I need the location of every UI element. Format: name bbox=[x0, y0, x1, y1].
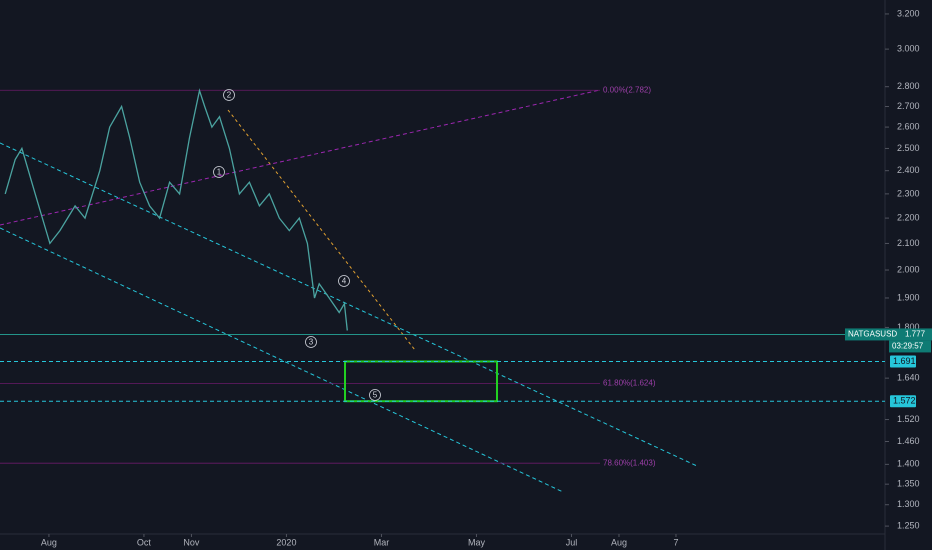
countdown: 03:29:57 bbox=[892, 342, 924, 351]
x-tick-label: Jul bbox=[566, 537, 578, 547]
fib-label: 61.80%(1.624) bbox=[603, 379, 656, 388]
wave-label: 4 bbox=[342, 277, 347, 286]
y-tick-label: 1.900 bbox=[897, 292, 920, 302]
x-tick-label: 7 bbox=[673, 537, 678, 547]
fib-label: 0.00%(2.782) bbox=[603, 85, 651, 94]
fib-trend-line bbox=[0, 89, 601, 226]
y-tick-label: 1.300 bbox=[897, 499, 920, 509]
wave-circle bbox=[338, 275, 350, 287]
wave-circle bbox=[305, 336, 317, 348]
countdown-badge bbox=[889, 340, 931, 353]
y-tick-label: 2.800 bbox=[897, 81, 920, 91]
wave-circle bbox=[369, 389, 381, 401]
level-label: 1.572 bbox=[893, 396, 916, 406]
level-label: 1.691 bbox=[893, 356, 916, 366]
x-tick-label: May bbox=[468, 537, 486, 547]
last-price-label: 1.777 bbox=[905, 330, 926, 339]
wave-label: 1 bbox=[217, 168, 222, 177]
y-tick-label: 2.100 bbox=[897, 238, 920, 248]
y-tick-label: 1.350 bbox=[897, 479, 920, 489]
last-price-badge bbox=[845, 328, 932, 341]
y-tick-label: 2.700 bbox=[897, 101, 920, 111]
y-tick-label: 1.640 bbox=[897, 373, 920, 383]
x-tick-label: 2020 bbox=[276, 537, 296, 547]
y-tick-label: 1.250 bbox=[897, 520, 920, 530]
channel-upper bbox=[0, 142, 698, 467]
level-badge bbox=[890, 355, 916, 368]
price-line bbox=[4, 88, 348, 331]
drawings bbox=[0, 89, 698, 493]
x-tick-label: Oct bbox=[137, 537, 152, 547]
wave-label: 5 bbox=[373, 391, 378, 400]
level-badge bbox=[890, 395, 916, 408]
y-tick-label: 1.460 bbox=[897, 436, 920, 446]
wave-circle bbox=[223, 89, 235, 101]
y-tick-label: 3.200 bbox=[897, 8, 920, 18]
y-tick-label: 2.300 bbox=[897, 188, 920, 198]
x-tick-label: Nov bbox=[183, 537, 200, 547]
trend-line bbox=[227, 109, 416, 351]
y-tick-label: 1.800 bbox=[897, 322, 920, 332]
y-tick-label: 1.400 bbox=[897, 459, 920, 469]
wave-label: 2 bbox=[227, 91, 232, 100]
x-tick-label: Mar bbox=[374, 537, 390, 547]
y-tick-label: 2.500 bbox=[897, 143, 920, 153]
wave-label: 3 bbox=[309, 338, 314, 347]
y-tick-label: 2.000 bbox=[897, 264, 920, 274]
symbol-label: NATGASUSD bbox=[848, 330, 897, 339]
wave-circle bbox=[213, 166, 225, 178]
y-tick-label: 2.400 bbox=[897, 165, 920, 175]
channel-lower bbox=[0, 227, 564, 493]
fib-label: 78.60%(1.403) bbox=[603, 458, 656, 467]
y-tick-label: 2.200 bbox=[897, 212, 920, 222]
y-tick-label: 1.520 bbox=[897, 414, 920, 424]
x-tick-label: Aug bbox=[611, 537, 627, 547]
y-tick-label: 3.000 bbox=[897, 43, 920, 53]
y-tick-label: 2.600 bbox=[897, 121, 920, 131]
x-tick-label: Aug bbox=[41, 537, 57, 547]
